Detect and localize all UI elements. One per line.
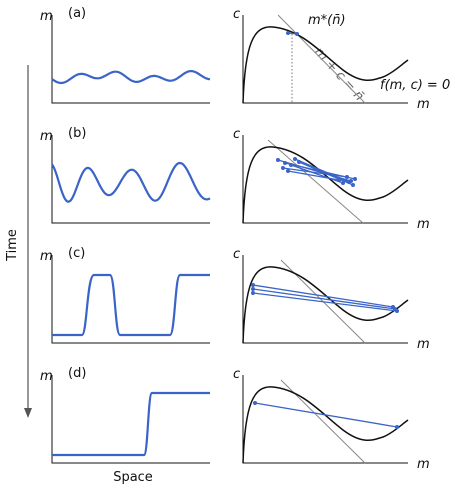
panel-label: (a) bbox=[68, 6, 86, 21]
x-axis-label: m bbox=[417, 217, 430, 232]
x-axis-label: m bbox=[417, 457, 430, 472]
state-segment bbox=[282, 167, 348, 178]
axes bbox=[51, 255, 210, 344]
axes bbox=[242, 375, 408, 464]
right-panel: cm bbox=[233, 367, 430, 472]
state-point bbox=[347, 180, 351, 184]
state-point bbox=[337, 178, 341, 182]
space-label: Space bbox=[113, 470, 153, 485]
state-segment bbox=[290, 164, 344, 184]
state-point bbox=[341, 181, 345, 185]
nullcline bbox=[242, 26, 409, 104]
nullcline bbox=[242, 146, 409, 224]
density-profile bbox=[51, 70, 211, 85]
nullcline-label: f(m, c) = 0 bbox=[380, 78, 450, 93]
axes bbox=[242, 135, 408, 224]
state-point bbox=[395, 425, 399, 429]
y-axis-label: c bbox=[233, 7, 240, 22]
state-point bbox=[293, 157, 297, 161]
state-point bbox=[353, 177, 357, 181]
state-point bbox=[281, 166, 285, 170]
right-panel: cm bbox=[233, 7, 430, 112]
y-axis-label: c bbox=[233, 247, 240, 262]
left-panel: m (a) bbox=[40, 6, 211, 104]
state-point bbox=[251, 283, 255, 287]
y-axis-label: m bbox=[40, 369, 53, 384]
right-panel: cm bbox=[233, 247, 430, 352]
nullcline bbox=[242, 386, 409, 464]
state-point bbox=[251, 287, 255, 291]
time-label: Time bbox=[5, 229, 20, 262]
axes bbox=[51, 135, 210, 224]
density-profile bbox=[51, 161, 211, 203]
x-axis-label: m bbox=[417, 337, 430, 352]
state-segment bbox=[252, 292, 398, 312]
time-arrowhead bbox=[24, 408, 32, 418]
panel-label: (c) bbox=[68, 246, 85, 261]
state-point bbox=[286, 31, 290, 35]
conservation-line bbox=[277, 14, 366, 104]
y-axis-label: m bbox=[40, 9, 53, 24]
x-axis-label: m bbox=[417, 97, 430, 112]
state-point bbox=[276, 158, 280, 162]
state-point bbox=[351, 183, 355, 187]
left-panel: m (d) bbox=[40, 366, 210, 464]
y-axis-label: m bbox=[40, 249, 53, 264]
fixed-point-label: m*(n̄) bbox=[308, 13, 346, 28]
y-axis-label: c bbox=[233, 367, 240, 382]
left-panel: m (b) bbox=[40, 126, 211, 224]
density-profile bbox=[52, 391, 210, 457]
state-segment bbox=[294, 158, 350, 183]
state-point bbox=[395, 309, 399, 313]
panel-label: (d) bbox=[68, 366, 86, 381]
state-point bbox=[345, 175, 349, 179]
state-segment bbox=[287, 170, 340, 181]
state-segment bbox=[252, 284, 394, 308]
panel-label: (b) bbox=[68, 126, 86, 141]
state-segment bbox=[254, 402, 398, 428]
left-panel: m (c) bbox=[40, 246, 210, 344]
state-point bbox=[286, 169, 290, 173]
density-profile bbox=[52, 273, 210, 337]
state-point bbox=[253, 401, 257, 405]
state-point bbox=[251, 291, 255, 295]
nullcline bbox=[242, 266, 409, 344]
state-point bbox=[289, 163, 293, 167]
state-segment bbox=[298, 161, 354, 186]
state-point bbox=[295, 32, 299, 36]
y-axis-label: c bbox=[233, 127, 240, 142]
conservation-line bbox=[267, 139, 364, 224]
axes bbox=[51, 15, 210, 104]
right-panel: cm bbox=[233, 127, 430, 232]
state-point bbox=[283, 161, 287, 165]
line-label: m + c = n̄ bbox=[311, 45, 367, 104]
axes bbox=[51, 375, 210, 464]
y-axis-label: m bbox=[40, 129, 53, 144]
state-segment bbox=[252, 288, 396, 310]
